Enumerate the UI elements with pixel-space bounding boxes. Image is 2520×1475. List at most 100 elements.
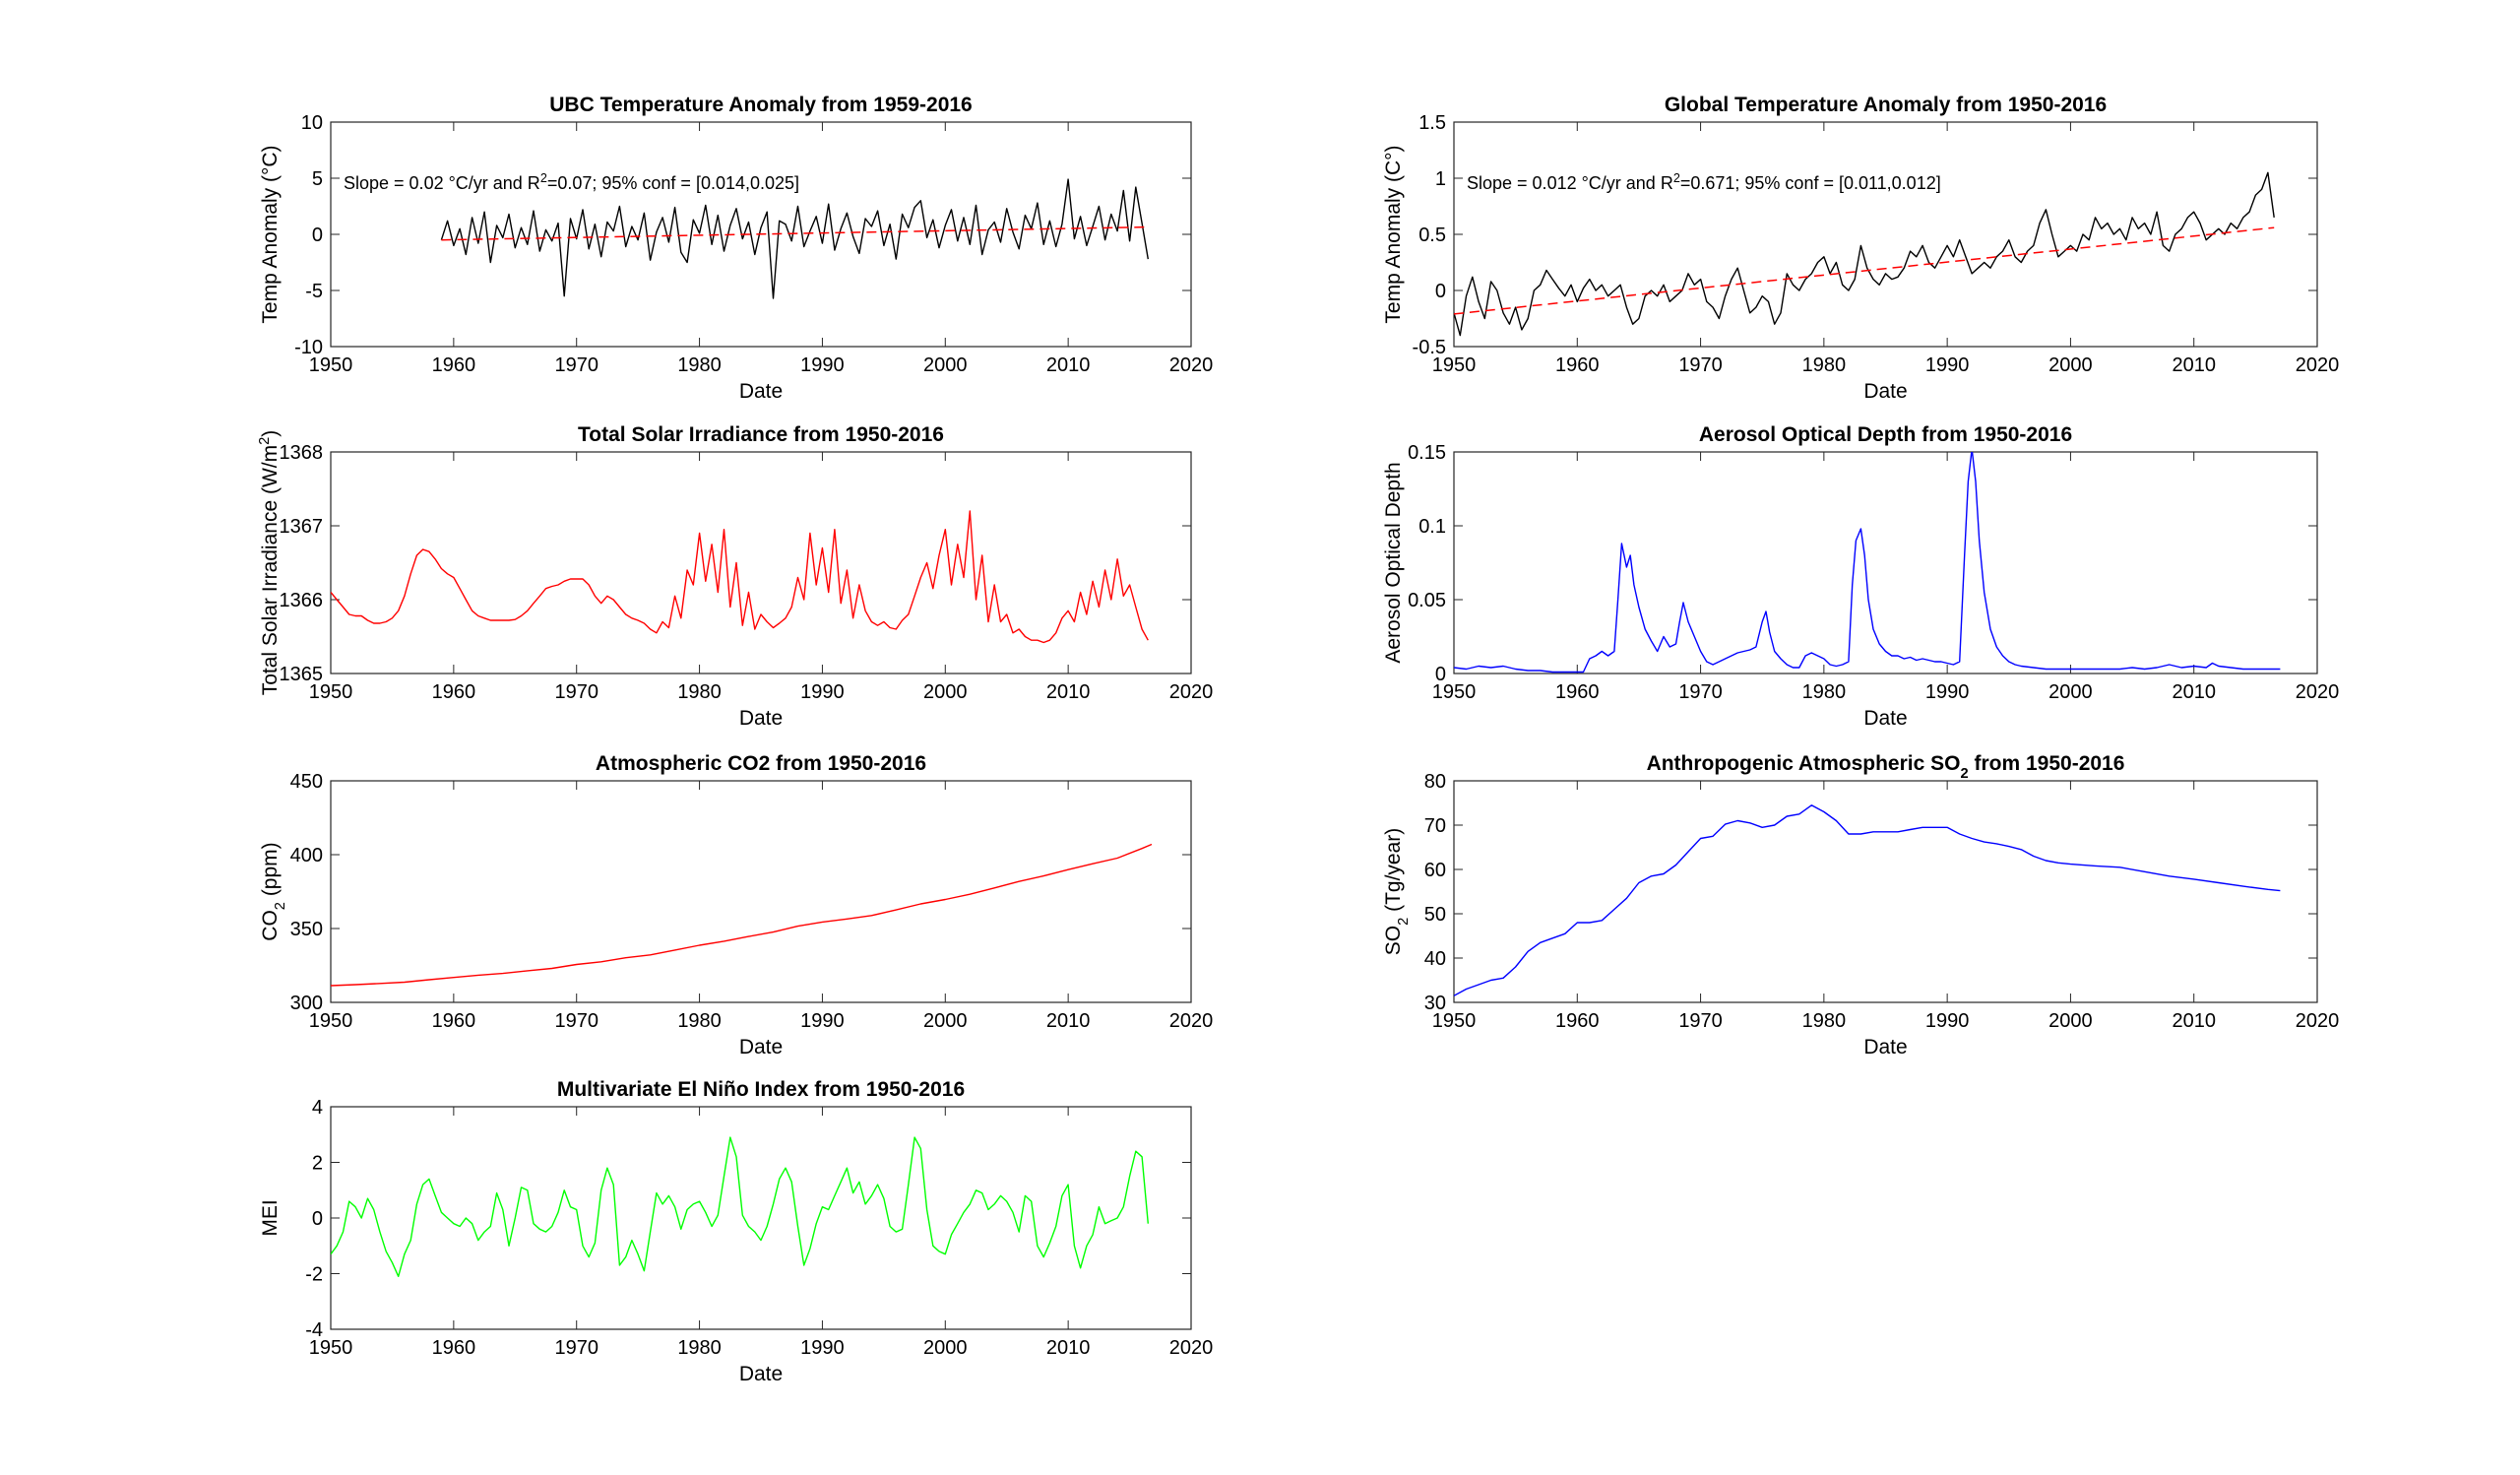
y-tick-label: 50 [1424,904,1446,926]
data-series-line [331,1136,1149,1278]
y-axis-label: Total Solar Irradiance (W/m2) [257,430,282,696]
x-axis-label: Date [1863,1036,1907,1058]
y-tick-label: 1367 [280,516,324,538]
data-series-line [1454,171,2275,337]
chart-title: Multivariate El Niño Index from 1950-201… [557,1078,965,1101]
y-tick-label: -2 [305,1264,323,1286]
x-tick-label: 2000 [2048,681,2093,703]
trend-line [1454,226,2275,315]
chart-title: UBC Temperature Anomaly from 1959-2016 [549,94,973,116]
x-tick-label: 1970 [554,681,598,703]
x-tick-label: 1970 [1678,681,1723,703]
y-tick-label: 0 [312,1208,323,1230]
y-tick-label: 5 [312,168,323,190]
x-tick-label: 2020 [1169,681,1214,703]
data-series-line [331,510,1149,644]
chart-multivariate-el-nino-index: 1950 1960 1970 1980 1990 2000 2010 2020 -4 -2 0 2 4 M… [259,1078,1214,1385]
y-axis-label: Aerosol Optical Depth [1382,462,1405,663]
y-tick-label: 0 [1435,664,1446,685]
y-tick-label: 70 [1424,815,1446,837]
y-tick-label: 10 [301,112,323,134]
y-tick-label: 30 [1424,993,1446,1014]
y-axis-label: MEI [259,1199,282,1236]
y-tick-label: 350 [290,919,323,940]
y-axis-label: Temp Anomaly (C°) [1382,145,1405,323]
x-tick-label: 1950 [309,1337,353,1359]
chart-title: Aerosol Optical Depth from 1950-2016 [1699,423,2072,446]
y-tick-label: 1.5 [1418,112,1446,134]
x-tick-label: 2020 [2296,1010,2340,1032]
x-tick-label: 2010 [1046,1010,1091,1032]
x-tick-label: 1990 [800,681,845,703]
y-axis-label: SO2 (Tg/year) [1382,828,1412,956]
x-tick-label: 1980 [1802,681,1847,703]
x-tick-label: 1970 [554,1010,598,1032]
x-tick-label: 1980 [677,1010,722,1032]
chart-title: Anthropogenic Atmospheric SO2 from 1950-… [1647,752,2125,782]
x-tick-label: 2000 [923,1337,968,1359]
trend-line [441,225,1149,241]
data-series-line [440,178,1149,299]
x-axis-label: Date [739,1363,783,1385]
x-tick-label: 1980 [677,681,722,703]
y-tick-label: 0 [1435,281,1446,302]
chart-total-solar-irradiance: 1950 1960 1970 1980 1990 2000 2010 2020 1365 1366… [257,423,1214,730]
y-tick-label: 0.15 [1408,442,1446,464]
x-tick-label: 1980 [1802,354,1847,376]
y-tick-label: 1368 [280,442,324,464]
x-tick-label: 2020 [1169,1337,1214,1359]
x-tick-label: 2000 [923,1010,968,1032]
regression-annotation: Slope = 0.02 °C/yr and R2=0.07; 95% conf… [344,171,799,193]
chart-title: Total Solar Irradiance from 1950-2016 [578,423,944,446]
axes-box [1453,121,2318,348]
x-tick-label: 2010 [1046,681,1091,703]
y-tick-label: 4 [312,1097,323,1119]
x-tick-label: 2010 [1046,354,1091,376]
chart-ubc-temperature-anomaly: 1950 1960 1970 1980 1990 2000 2010 2020 -10 -5 0 5 1… [259,94,1214,403]
x-tick-label: 1950 [309,1010,353,1032]
y-axis-label: CO2 (ppm) [259,842,288,940]
x-axis-label: Date [739,380,783,403]
x-axis-label: Date [1863,380,1907,403]
x-tick-label: 2000 [923,681,968,703]
x-axis-label: Date [739,1036,783,1058]
x-tick-label: 1950 [309,354,353,376]
x-tick-label: 1960 [432,1337,476,1359]
regression-annotation: Slope = 0.012 °C/yr and R2=0.671; 95% co… [1467,171,1941,193]
y-tick-label: 2 [312,1153,323,1175]
axes-box [1453,451,2318,674]
x-tick-label: 2010 [1046,1337,1091,1359]
chart-global-temperature-anomaly: 1950 1960 1970 1980 1990 2000 2010 2020 -0.5 0 0.5… [1382,94,2340,403]
data-series-line [1454,804,2281,996]
y-tick-label: 450 [290,771,323,793]
chart-title: Global Temperature Anomaly from 1950-201… [1665,94,2107,116]
x-tick-label: 1960 [1555,681,1600,703]
x-tick-label: 1960 [432,681,476,703]
y-tick-label: 1365 [280,664,324,685]
x-tick-label: 2020 [2296,681,2340,703]
x-tick-label: 2010 [2172,354,2216,376]
x-tick-label: 1970 [554,1337,598,1359]
y-tick-label: -0.5 [1413,337,1446,358]
x-axis-label: Date [1863,707,1907,730]
y-tick-label: 0.5 [1418,224,1446,246]
data-series-line [1454,452,2281,673]
x-tick-label: 1990 [1925,354,1970,376]
x-tick-label: 1990 [800,354,845,376]
x-tick-label: 1960 [1555,354,1600,376]
x-tick-label: 2020 [2296,354,2340,376]
x-tick-label: 1960 [432,354,476,376]
y-tick-label: 0.05 [1408,590,1446,611]
y-tick-label: 0.1 [1418,516,1446,538]
chart-title: Atmospheric CO2 from 1950-2016 [596,752,926,775]
x-tick-label: 1980 [677,1337,722,1359]
x-tick-label: 2000 [2048,1010,2093,1032]
x-tick-label: 2020 [1169,354,1214,376]
x-tick-label: 1970 [554,354,598,376]
axes-box [330,451,1192,674]
y-tick-label: 300 [290,993,323,1014]
x-tick-label: 1950 [1432,681,1477,703]
chart-aerosol-optical-depth: 1950 1960 1970 1980 1990 2000 2010 2020 0 0.05 0.1… [1382,423,2340,730]
x-tick-label: 1950 [1432,354,1477,376]
